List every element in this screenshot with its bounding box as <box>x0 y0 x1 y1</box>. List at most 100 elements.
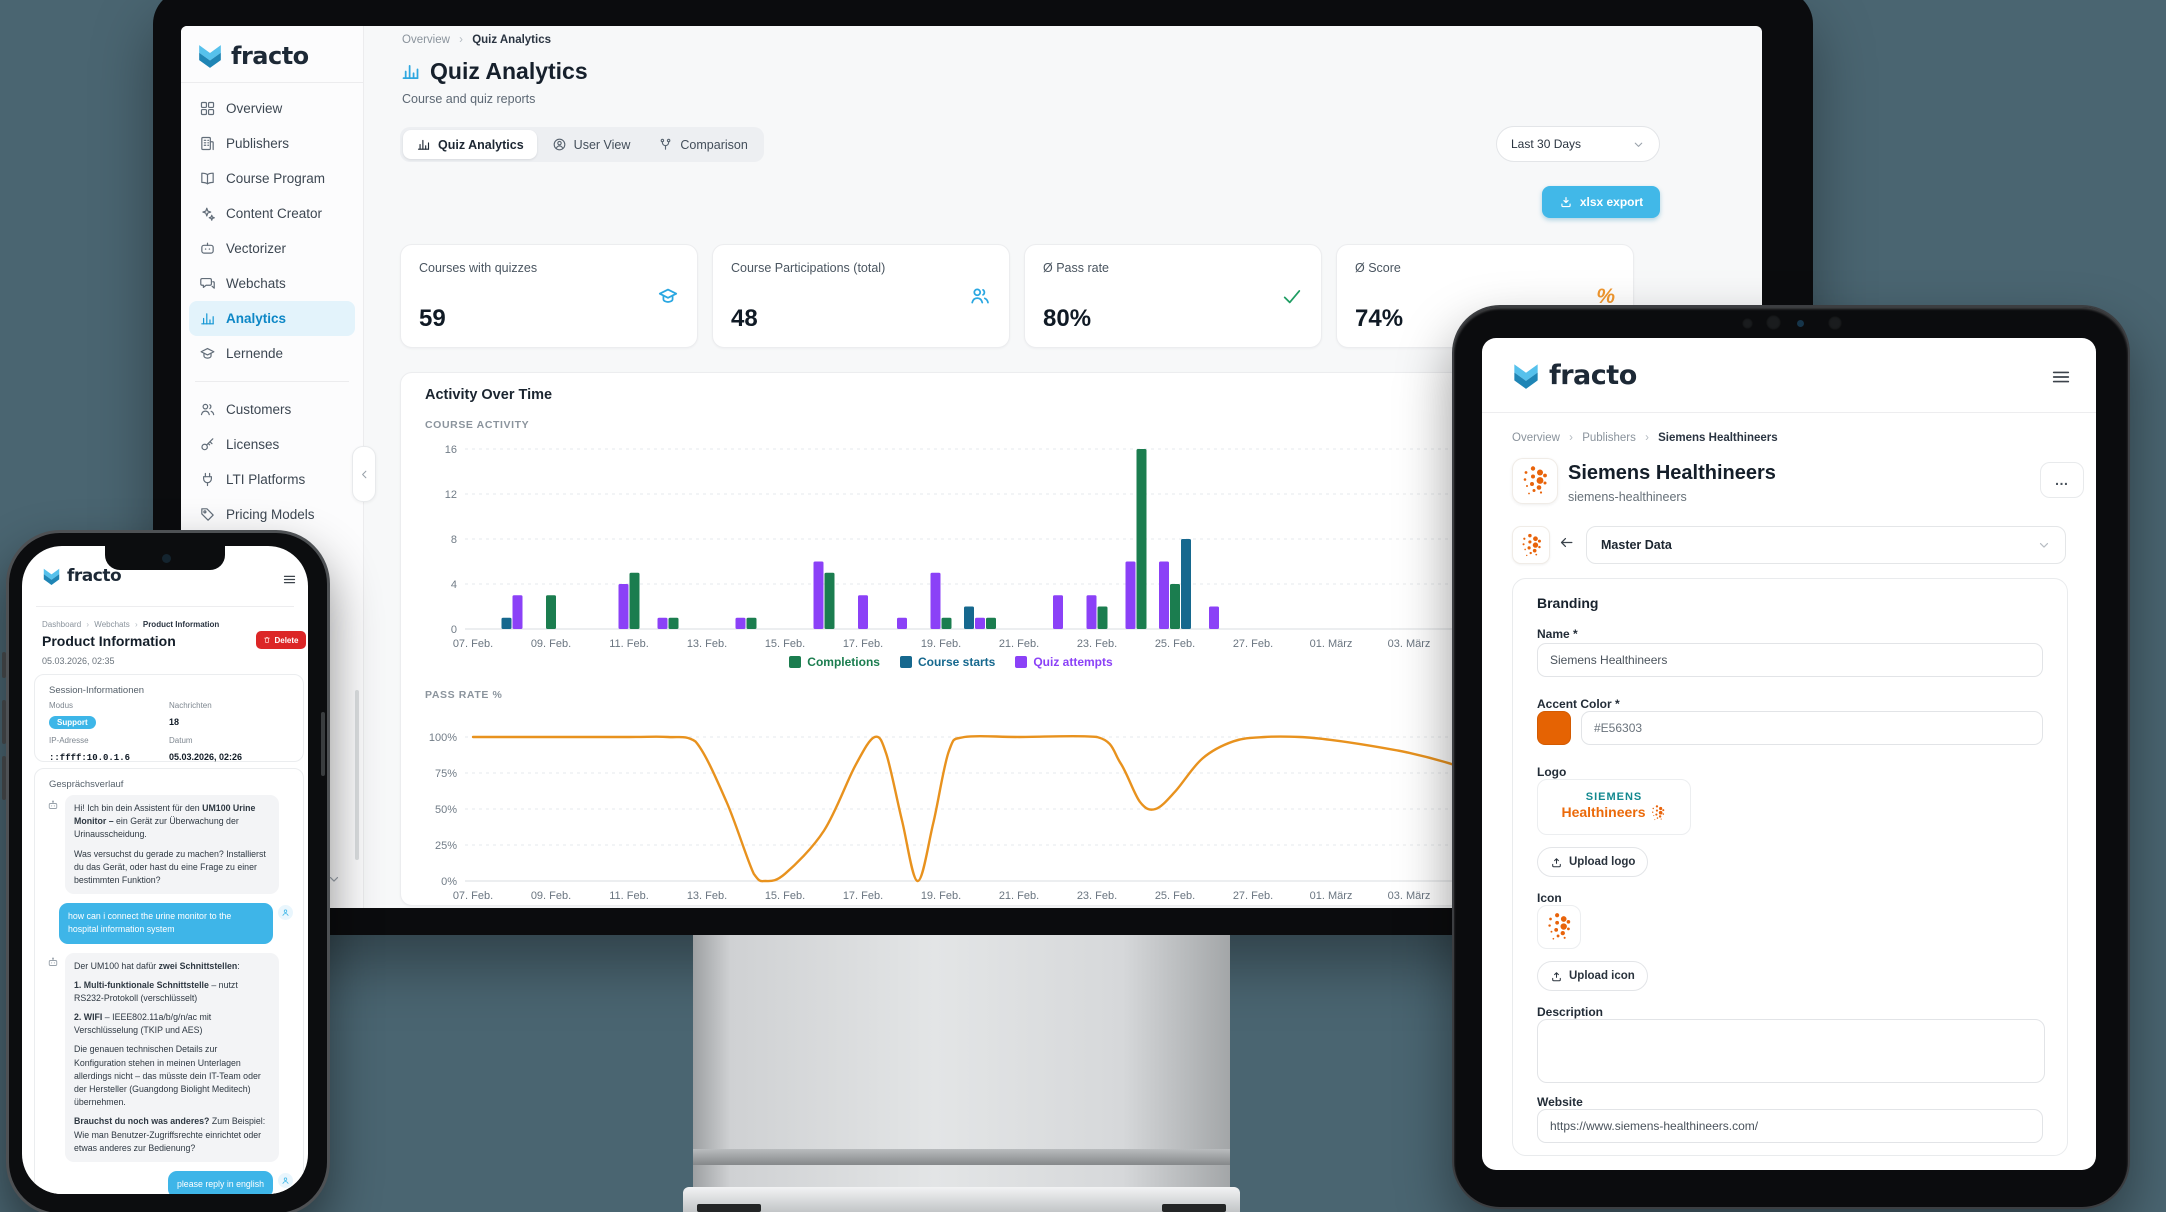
breadcrumb-item[interactable]: Overview <box>402 34 450 46</box>
xlsx-export-button[interactable]: xlsx export <box>1542 186 1660 218</box>
chat-messages: Hi! Ich bin dein Assistent für den UM100… <box>45 795 293 1194</box>
tab-comparison[interactable]: Comparison <box>645 130 760 159</box>
svg-text:8: 8 <box>451 534 457 546</box>
legend-swatch <box>789 656 802 668</box>
sidebar-item-analytics[interactable]: Analytics <box>189 301 355 336</box>
session-field-value: 05.03.2026, 02:26 <box>169 752 243 762</box>
chat-history-card: Gesprächsverlauf Hi! Ich bin dein Assist… <box>34 768 304 1194</box>
sidebar-item-content-creator[interactable]: Content Creator <box>189 196 355 231</box>
breadcrumb-item[interactable]: Webchats <box>94 620 130 629</box>
breadcrumb-item[interactable]: Overview <box>1512 432 1560 444</box>
robot-icon <box>45 797 60 812</box>
delete-button[interactable]: Delete <box>256 631 306 649</box>
svg-text:100%: 100% <box>429 732 457 744</box>
sidebar-item-course-program[interactable]: Course Program <box>189 161 355 196</box>
stat-card-course-participations-total-: Course Participations (total) 48 <box>712 244 1010 348</box>
sidebar-collapse-button[interactable] <box>352 446 376 502</box>
sidebar-item-lernende[interactable]: Lernende <box>189 336 355 371</box>
breadcrumb-item[interactable]: Publishers <box>1582 432 1636 444</box>
menu-icon[interactable] <box>282 572 297 587</box>
sidebar-item-overview[interactable]: Overview <box>189 91 355 126</box>
brand-logo[interactable]: fracto <box>181 26 363 82</box>
divider <box>195 381 349 382</box>
upload-logo-button[interactable]: Upload logo <box>1537 847 1649 877</box>
chevdown-icon <box>2039 542 2049 548</box>
name-field[interactable]: Siemens Healthineers <box>1537 643 2043 677</box>
tablet-screen: fracto Overview › Publishers › Siemens H… <box>1482 338 2096 1170</box>
chat-message-bot: Der UM100 hat dafür zwei Schnittstellen:… <box>45 952 293 1162</box>
tag-icon <box>201 508 214 521</box>
legend-swatch <box>1015 656 1028 668</box>
svg-text:27. Feb.: 27. Feb. <box>1233 890 1273 902</box>
breadcrumb-item[interactable]: Dashboard <box>42 620 82 629</box>
pass-rate-label: PASS RATE % <box>425 689 503 701</box>
legend-swatch <box>899 656 912 668</box>
svg-text:15. Feb.: 15. Feb. <box>765 638 805 650</box>
breadcrumb-separator: › <box>459 34 463 46</box>
svg-text:19. Feb.: 19. Feb. <box>921 890 961 902</box>
legend-item[interactable]: Quiz attempts <box>1015 655 1113 669</box>
legend-item[interactable]: Completions <box>789 655 880 669</box>
sidebar-item-label: Licenses <box>226 437 280 452</box>
sidebar-item-pricing-models[interactable]: Pricing Models <box>189 497 355 532</box>
date-range-select[interactable]: Last 30 Days <box>1496 126 1660 162</box>
brand-name: fracto <box>1549 360 1637 391</box>
accent-color-field[interactable]: #E56303 <box>1581 711 2043 745</box>
sidebar-scrollbar[interactable] <box>355 690 359 860</box>
description-field[interactable] <box>1537 1019 2045 1083</box>
website-field[interactable]: https://www.siemens-healthineers.com/ <box>1537 1109 2043 1143</box>
session-field-datum: Datum 05.03.2026, 02:26 <box>169 736 289 765</box>
sidebar-item-licenses[interactable]: Licenses <box>189 427 355 462</box>
tab-quiz-analytics[interactable]: Quiz Analytics <box>403 130 537 159</box>
chevleft-icon <box>361 470 366 478</box>
sidebar-item-label: Lernende <box>226 346 284 361</box>
download-icon <box>1559 195 1573 209</box>
sidebar-item-publishers[interactable]: Publishers <box>189 126 355 161</box>
more-actions-button[interactable]: … <box>2040 462 2084 498</box>
date-range-value: Last 30 Days <box>1511 137 1582 151</box>
sidebar-item-label: Vectorizer <box>226 241 287 256</box>
sidebar-item-webchats[interactable]: Webchats <box>189 266 355 301</box>
dots-cluster-icon <box>1522 533 1541 556</box>
stat-label: Ø Pass rate <box>1043 261 1109 275</box>
healthineers-logo-text: Healthineers <box>1561 804 1646 821</box>
sidebar-item-customers[interactable]: Customers <box>189 392 355 427</box>
users-icon <box>200 403 215 416</box>
tablet-brand-logo[interactable]: fracto <box>1512 360 1637 391</box>
fracto-mark-icon <box>1514 363 1538 389</box>
svg-text:03. März: 03. März <box>1388 638 1431 650</box>
accent-color-swatch[interactable] <box>1537 711 1571 745</box>
stat-label: Courses with quizzes <box>419 261 538 275</box>
siemens-logo-text: SIEMENS <box>1585 791 1643 804</box>
dots-cluster-icon <box>1651 804 1664 820</box>
master-data-select[interactable]: Master Data <box>1586 526 2066 564</box>
upload-icon-button[interactable]: Upload icon <box>1537 961 1648 991</box>
legend-item[interactable]: Course starts <box>899 655 995 669</box>
tablet-camera <box>1742 318 1753 329</box>
personcircle-icon <box>553 138 566 151</box>
sidebar-item-label: Publishers <box>226 136 290 151</box>
upload-icon <box>1552 857 1561 867</box>
key-icon <box>201 438 214 451</box>
breadcrumb-separator: › <box>134 620 138 629</box>
trash-icon <box>263 636 271 644</box>
sidebar-item-lti-platforms[interactable]: LTI Platforms <box>189 462 355 497</box>
tablet-camera <box>1828 316 1842 330</box>
chat-heading: Gesprächsverlauf <box>49 779 124 790</box>
stat-value: 80% <box>1043 305 1092 332</box>
icon-label: Icon <box>1537 891 1562 905</box>
publisher-mini-avatar <box>1512 526 1550 564</box>
sidebar-nav-primary: Overview Publishers Course Program Content … <box>181 91 363 371</box>
arrow-left-icon[interactable] <box>1558 534 1575 551</box>
menu-icon[interactable] <box>2050 366 2072 388</box>
tab-user-view[interactable]: User View <box>539 130 644 159</box>
sidebar-item-label: Content Creator <box>226 206 323 221</box>
svg-text:21. Feb.: 21. Feb. <box>999 638 1039 650</box>
phone-brand-logo[interactable]: fracto <box>42 566 122 586</box>
svg-text:27. Feb.: 27. Feb. <box>1233 638 1273 650</box>
svg-text:01. März: 01. März <box>1310 638 1353 650</box>
chevron-down-icon[interactable] <box>327 872 341 886</box>
sidebar-item-label: LTI Platforms <box>226 472 306 487</box>
sidebar-item-vectorizer[interactable]: Vectorizer <box>189 231 355 266</box>
